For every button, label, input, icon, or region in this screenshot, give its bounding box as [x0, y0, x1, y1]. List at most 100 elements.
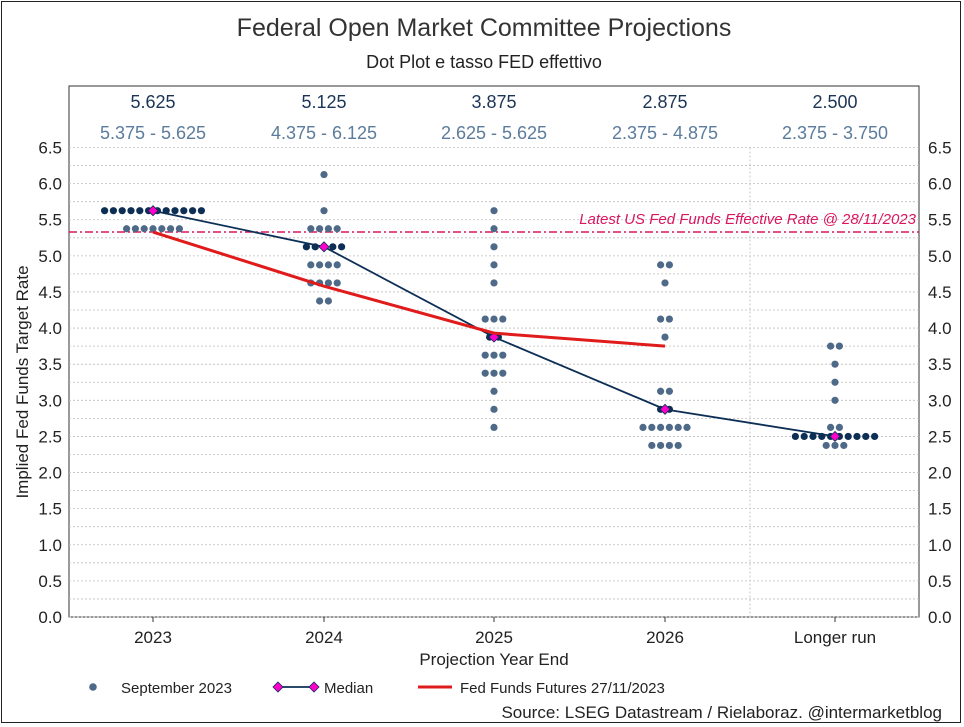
y-tick-label-left: 0.5 — [38, 572, 62, 591]
projection-dot — [490, 207, 498, 215]
projection-dot — [167, 225, 175, 233]
projection-dot — [490, 225, 498, 233]
median-marker — [318, 241, 330, 253]
projection-dot — [316, 261, 324, 269]
median-level-dot — [791, 432, 800, 441]
median-level-dot — [809, 432, 817, 441]
projection-dot — [490, 351, 498, 359]
median-level-dot — [189, 207, 197, 215]
projection-dot — [481, 369, 489, 377]
projection-dot — [639, 423, 647, 431]
y-tick-label-right: 3.5 — [928, 355, 952, 374]
median-level-dot — [338, 243, 346, 251]
projection-dot — [827, 342, 835, 350]
median-level-dot — [180, 207, 188, 215]
category-header-labels: 5.625 5.375 - 5.625 5.125 4.375 - 6.125 3.87… — [100, 92, 888, 143]
source-note: Source: LSEG Datastream / Rielaboraz. @i… — [501, 703, 942, 722]
legend-median-marker — [308, 681, 320, 693]
projection-dot — [490, 405, 498, 413]
projection-dot — [307, 225, 315, 233]
projection-dot — [831, 441, 839, 450]
projection-dot — [158, 225, 166, 233]
x-tick-label: 2026 — [646, 628, 684, 647]
projection-dot — [831, 378, 839, 386]
y-tick-label-left: 4.5 — [38, 283, 62, 302]
range-label: 5.375 - 5.625 — [100, 123, 206, 143]
y-axis-right: 0.0 0.5 1.0 1.5 2.0 2.5 3.0 3.5 4.0 4.5 5.0 5.5 6.0 6… — [928, 139, 952, 628]
projection-dot — [674, 423, 682, 431]
y-tick-label-left: 6.0 — [38, 175, 62, 194]
projection-dot — [827, 423, 835, 431]
projection-dot — [481, 315, 489, 323]
y-axis-left: 0.0 0.5 1.0 1.5 2.0 2.5 3.0 3.5 4.0 4.5 5.0 5.5 6.0 6… — [38, 139, 62, 628]
projection-dot — [835, 423, 844, 431]
y-tick-label-left: 1.0 — [38, 536, 62, 555]
projection-dot — [499, 369, 507, 377]
y-tick-label-right: 4.0 — [928, 319, 952, 338]
projection-dot — [661, 279, 669, 287]
projection-dot — [490, 387, 498, 395]
projection-dot — [657, 315, 665, 323]
median-marker — [147, 205, 159, 217]
projection-dot — [683, 423, 691, 431]
projection-dot — [320, 170, 328, 179]
y-tick-label-right: 6.5 — [928, 139, 952, 158]
range-label: 2.625 - 5.625 — [441, 123, 547, 143]
y-tick-label-right: 1.0 — [928, 536, 952, 555]
median-level-dot — [844, 432, 852, 441]
projection-dot — [324, 297, 332, 305]
projection-dot — [840, 441, 848, 450]
y-tick-label-left: 3.5 — [38, 355, 62, 374]
projection-dot — [499, 351, 507, 359]
legend-dot-marker — [89, 683, 97, 691]
projection-dot — [333, 225, 341, 233]
y-tick-label-right: 2.5 — [928, 427, 952, 446]
projection-dot — [657, 261, 665, 269]
legend: September 2023 Median Fed Funds Futures 27… — [89, 680, 665, 697]
chart-title: Federal Open Market Committee Projection… — [237, 14, 732, 42]
y-tick-label-right: 3.0 — [928, 391, 952, 410]
effective-rate-label: Latest US Fed Funds Effective Rate @ 28/… — [579, 211, 916, 228]
projection-dot — [333, 261, 341, 269]
median-series — [147, 205, 841, 442]
median-label: 5.125 — [301, 92, 346, 112]
y-tick-label-left: 3.0 — [38, 391, 62, 410]
median-marker — [659, 403, 671, 415]
x-tick-label: Longer run — [794, 628, 876, 647]
projection-dot — [324, 279, 332, 287]
projection-dot — [333, 279, 341, 287]
projection-dot — [665, 261, 674, 269]
projection-dot — [822, 441, 830, 450]
projection-dot — [324, 225, 332, 233]
median-level-dot — [853, 432, 861, 441]
projection-dot — [665, 387, 674, 395]
y-tick-label-right: 1.5 — [928, 500, 952, 519]
y-tick-label-right: 4.5 — [928, 283, 952, 302]
y-tick-label-left: 6.5 — [38, 139, 62, 158]
legend-median-marker — [272, 681, 284, 693]
projection-dot — [490, 315, 498, 323]
legend-label: September 2023 — [121, 680, 232, 697]
projection-dot — [149, 225, 157, 233]
projection-dot — [665, 423, 674, 431]
projection-dot — [665, 441, 674, 450]
median-level-dot — [101, 207, 109, 215]
projection-dot — [835, 342, 844, 350]
projection-dot — [657, 441, 665, 450]
projection-dot — [657, 423, 665, 431]
y-tick-label-left: 2.5 — [38, 427, 62, 446]
median-label: 3.875 — [471, 92, 516, 112]
projection-dot — [140, 225, 148, 233]
projection-dot — [490, 279, 498, 287]
y-tick-label-left: 2.0 — [38, 464, 62, 483]
chart-subtitle: Dot Plot e tasso FED effettivo — [366, 52, 602, 72]
x-axis-label: Projection Year End — [419, 650, 568, 669]
projection-dot — [316, 297, 324, 305]
projection-dot — [648, 441, 656, 450]
y-tick-label-right: 0.5 — [928, 572, 952, 591]
projection-dot — [665, 315, 674, 323]
y-tick-label-left: 1.5 — [38, 500, 62, 519]
median-label: 2.875 — [642, 92, 687, 112]
